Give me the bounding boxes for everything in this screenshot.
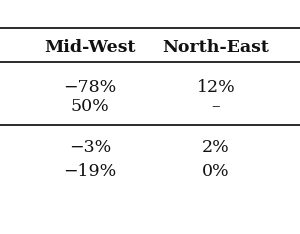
Text: −19%: −19% [63, 164, 117, 180]
Text: −3%: −3% [69, 139, 111, 156]
Text: 2%: 2% [202, 139, 230, 156]
Text: –: – [212, 98, 220, 115]
Text: North-East: North-East [163, 40, 269, 56]
Text: −78%: −78% [63, 79, 117, 95]
Text: Mid-West: Mid-West [44, 40, 136, 56]
Text: 12%: 12% [196, 79, 236, 95]
Text: 50%: 50% [70, 98, 110, 115]
Text: 0%: 0% [202, 164, 230, 180]
